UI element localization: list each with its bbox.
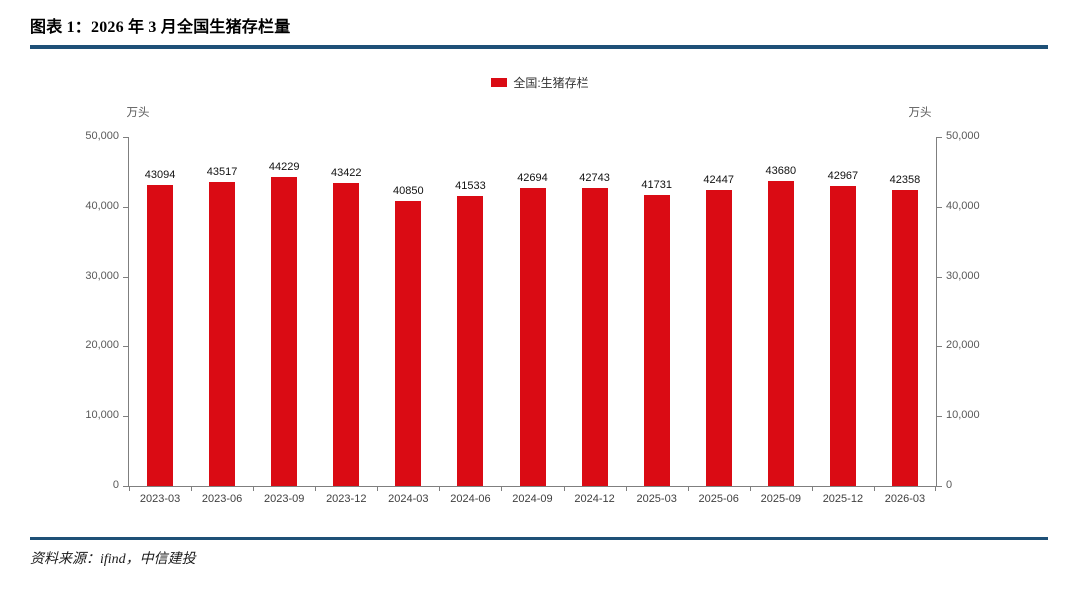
y-axis-tick: [937, 486, 942, 487]
bar: [643, 194, 670, 486]
y-axis-tick-label: 50,000: [946, 130, 980, 142]
y-axis-tick-label: 10,000: [946, 409, 980, 422]
x-axis-tick: [377, 487, 379, 491]
x-axis-tick: [315, 487, 317, 491]
y-axis-tick-label: 0: [112, 479, 119, 491]
y-axis-tick: [123, 276, 128, 278]
y-axis-tick-label: 50,000: [85, 130, 119, 142]
x-axis-label: 2024-12: [574, 493, 615, 505]
y-axis-tick-label: 40,000: [85, 199, 119, 212]
x-axis-tick: [501, 487, 503, 491]
y-axis-tick: [123, 416, 128, 418]
y-axis-tick-label: 40,000: [946, 199, 980, 212]
bar: [519, 188, 546, 486]
bar: [767, 181, 794, 486]
bar-value-label: 41731: [641, 178, 672, 191]
figure-title: 图表 1：2026 年 3 月全国生猪存栏量: [30, 19, 291, 36]
bar-value-label: 40850: [393, 184, 424, 197]
x-axis-tick: [749, 487, 751, 491]
bar-value-label: 44229: [268, 161, 300, 174]
y-axis-tick: [123, 137, 128, 138]
y-axis-unit-left: 万头: [126, 107, 150, 119]
bar-value-label: 42967: [827, 170, 859, 183]
bar-value-label: 42358: [889, 174, 921, 187]
y-axis-tick: [123, 346, 128, 348]
legend-swatch-icon: [491, 78, 508, 87]
pig-inventory-bar-chart: 全国:生猪存栏 万头 万头 43094 2023-03 43517 2023-06 44…: [0, 60, 1080, 530]
bar-value-label: 41533: [455, 180, 486, 193]
bar: [705, 189, 732, 486]
x-axis-label: 2024-06: [450, 493, 491, 505]
y-axis-tick-label: 30,000: [85, 269, 119, 282]
bar-value-label: 43517: [206, 166, 238, 179]
source-note: 资料来源：ifind，中信建投: [30, 552, 196, 567]
x-axis-label: 2023-06: [201, 493, 243, 505]
bar: [581, 187, 608, 486]
x-axis-tick: [129, 487, 130, 491]
legend-label: 全国:生猪存栏: [513, 76, 589, 90]
bar: [333, 182, 360, 486]
x-axis-label: 2023-03: [139, 493, 181, 505]
bar-value-label: 42743: [579, 171, 610, 184]
bar: [147, 185, 174, 486]
x-axis-label: 2025-09: [760, 493, 801, 505]
bar-value-label: 43680: [765, 165, 797, 178]
bar-value-label: 42694: [517, 172, 548, 184]
y-axis-tick-label: 30,000: [946, 269, 980, 282]
x-axis-tick: [687, 487, 689, 491]
y-axis-tick: [123, 486, 128, 487]
y-axis-tick: [123, 206, 128, 208]
bar: [395, 200, 422, 486]
x-axis-tick: [439, 487, 441, 491]
bar: [271, 177, 298, 486]
y-axis-tick: [937, 346, 942, 348]
y-axis-tick-label: 0: [946, 479, 953, 491]
plot-area: 43094 2023-03 43517 2023-06 44229 2023-09 4342…: [85, 130, 979, 505]
y-axis-unit-right: 万头: [908, 107, 932, 119]
x-axis-tick: [563, 487, 565, 491]
x-axis-tick: [873, 487, 875, 491]
y-axis-tick-label: 20,000: [946, 339, 980, 352]
footer-rule: [30, 537, 1048, 540]
x-axis-label: 2025-06: [698, 493, 739, 505]
title-rule: [30, 45, 1048, 49]
x-axis-tick: [625, 487, 627, 491]
x-axis-label: 2026-03: [884, 493, 926, 505]
x-axis-tick: [935, 487, 936, 491]
x-axis-label: 2025-12: [822, 493, 864, 505]
x-axis-label: 2024-09: [512, 493, 553, 505]
bar: [891, 190, 918, 486]
x-axis-tick: [811, 487, 813, 491]
x-axis-label: 2025-03: [636, 493, 677, 505]
y-axis-tick: [937, 416, 942, 418]
bar: [829, 186, 856, 486]
x-axis-label: 2023-12: [326, 493, 367, 505]
y-axis-tick: [937, 137, 942, 138]
x-axis-label: 2024-03: [388, 493, 429, 505]
y-axis-tick: [937, 276, 942, 278]
bar: [209, 182, 236, 486]
x-axis-tick: [191, 487, 193, 491]
bar-value-label: 42447: [703, 173, 735, 186]
bar: [457, 196, 484, 486]
y-axis-tick: [937, 206, 942, 208]
x-axis-label: 2023-09: [263, 493, 305, 505]
bar-value-label: 43094: [144, 169, 176, 182]
y-axis-tick-label: 20,000: [85, 339, 119, 352]
x-axis-tick: [253, 487, 255, 491]
bar-value-label: 43422: [330, 166, 362, 179]
y-axis-tick-label: 10,000: [85, 409, 119, 422]
chart-legend: 全国:生猪存栏: [0, 74, 1080, 91]
